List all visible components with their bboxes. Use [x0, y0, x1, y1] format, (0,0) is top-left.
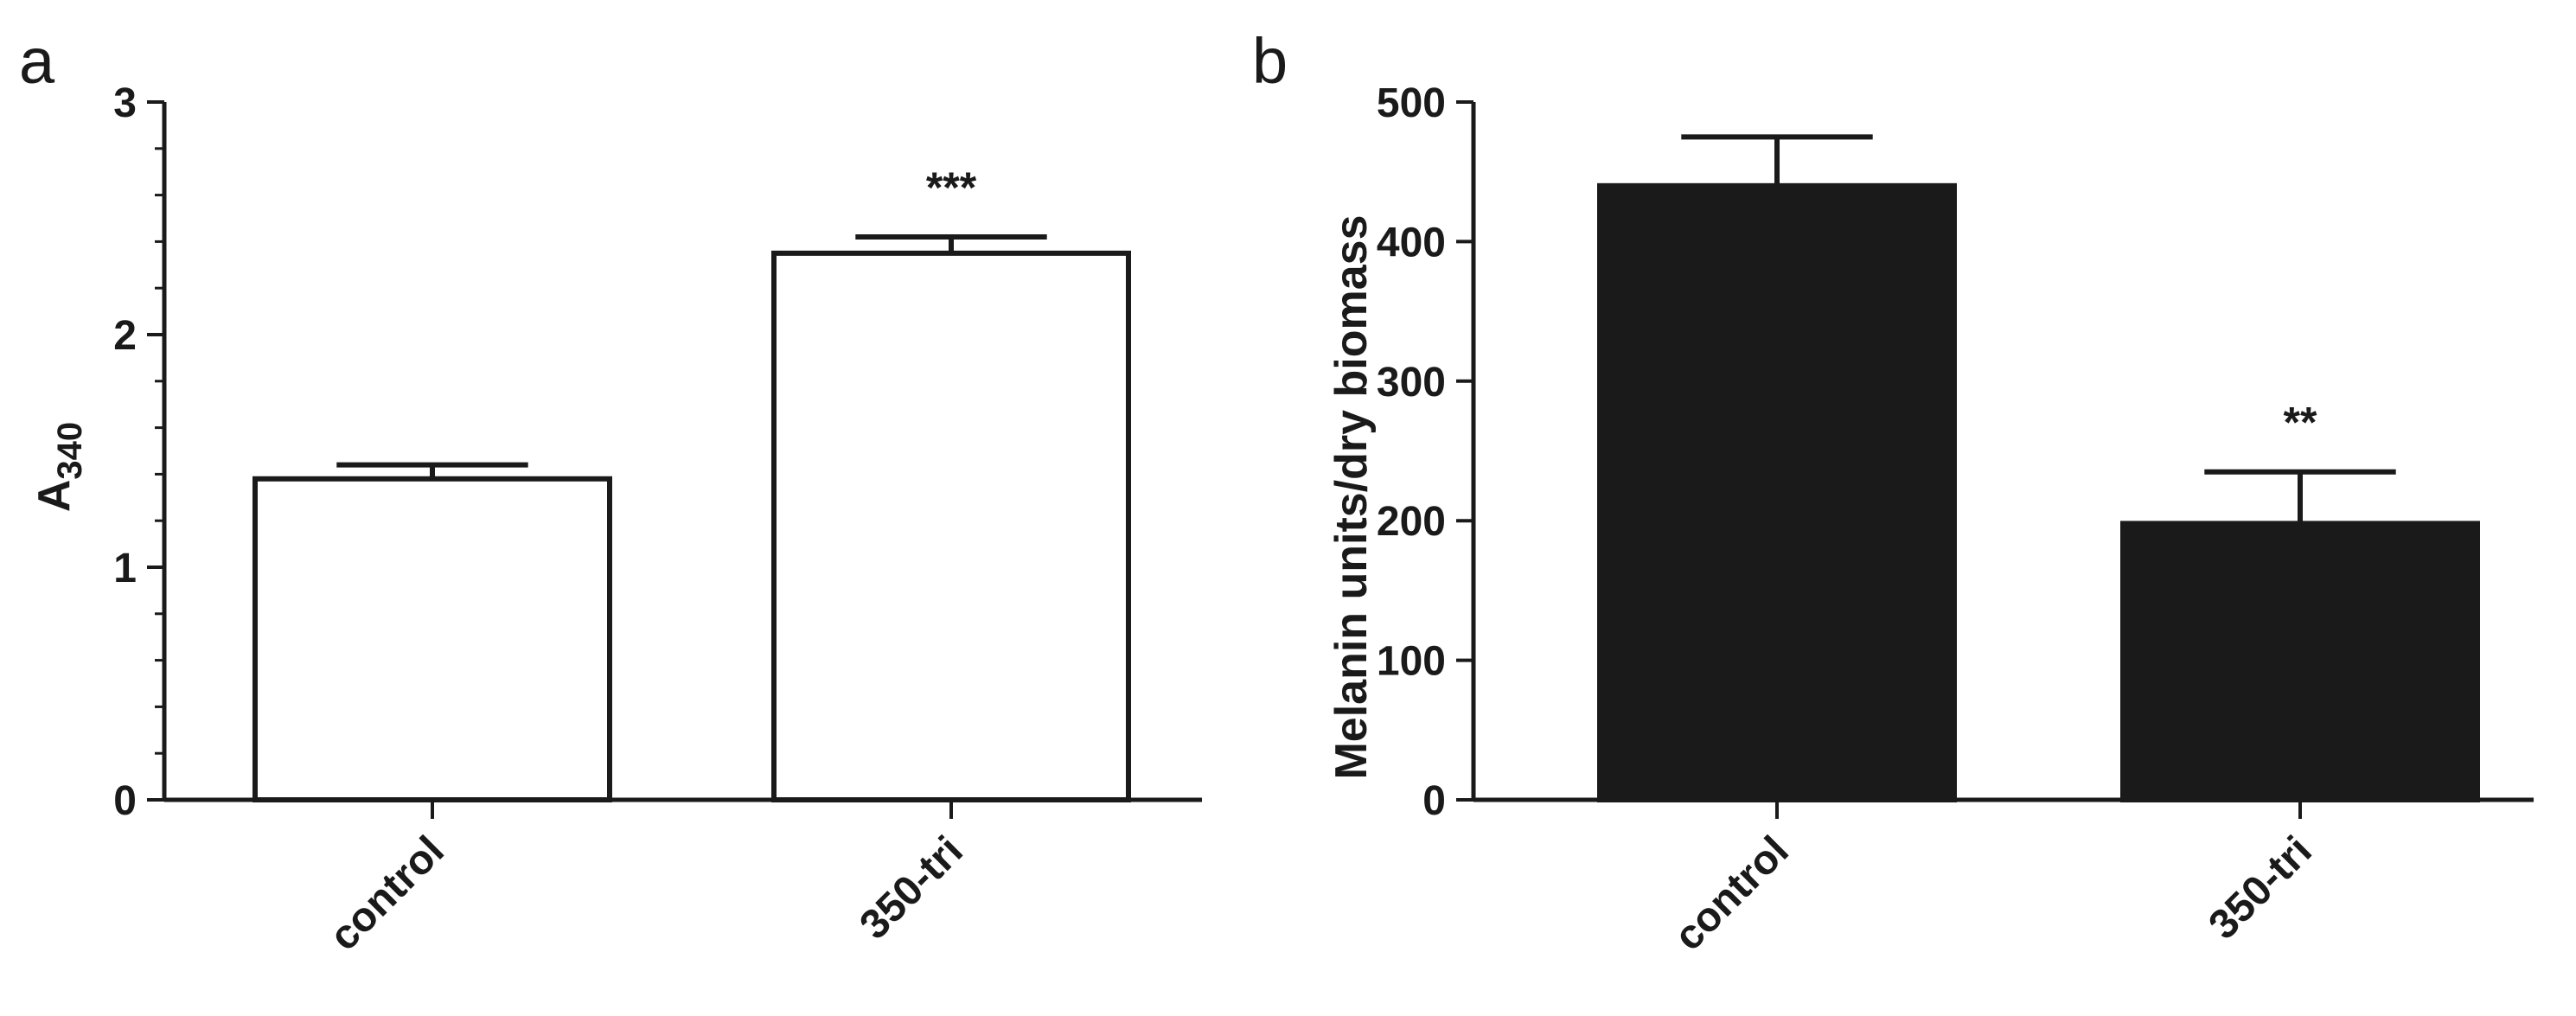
category-label-a-0: control — [321, 827, 452, 959]
chart-panel-b: b Melanin units/dry biomass 0 100 200 300 40… — [1252, 25, 2534, 960]
y-axis-title-a: A340 — [29, 422, 89, 512]
category-label-a-1: 350-tri — [851, 827, 971, 948]
y-tick-label-a: 0 — [113, 778, 137, 824]
bar-a-1 — [771, 250, 1131, 803]
significance-label-a-1: *** — [926, 163, 977, 212]
y-axis-title-main-a: A — [29, 480, 80, 513]
chart-panel-a: a A340 0 1 2 3 control *** 350-tri — [19, 25, 1202, 960]
panel-letter-a: a — [19, 25, 55, 97]
y-axis-title-sub-a: 340 — [51, 422, 89, 480]
category-label-b-0: control — [1665, 827, 1797, 959]
bar-b-0 — [1597, 182, 1957, 802]
y-tick-label-a: 3 — [113, 80, 137, 126]
category-label-b-1: 350-tri — [2200, 827, 2320, 948]
y-tick-label-b: 300 — [1377, 360, 1446, 406]
y-tick-label-b: 100 — [1377, 639, 1446, 685]
y-tick-label-a: 2 — [113, 313, 137, 359]
y-tick-label-b: 0 — [1422, 778, 1446, 824]
marks-a: 0 1 2 3 control *** 350-tri — [113, 80, 1202, 960]
y-axis-title-main-b: Melanin units/dry biomass — [1326, 214, 1377, 779]
bar-b-1 — [2120, 521, 2480, 802]
y-tick-label-b: 200 — [1377, 499, 1446, 545]
bar-a-0 — [252, 476, 612, 803]
panel-letter-b: b — [1252, 25, 1288, 97]
y-tick-label-b: 400 — [1377, 220, 1446, 265]
y-tick-label-a: 1 — [113, 546, 137, 591]
significance-label-b-1: ** — [2284, 399, 2317, 447]
y-axis-title-b: Melanin units/dry biomass — [1326, 214, 1377, 779]
marks-b: 0 100 200 300 400 500 control ** 350-tri — [1377, 80, 2534, 960]
y-tick-label-b: 500 — [1377, 80, 1446, 126]
